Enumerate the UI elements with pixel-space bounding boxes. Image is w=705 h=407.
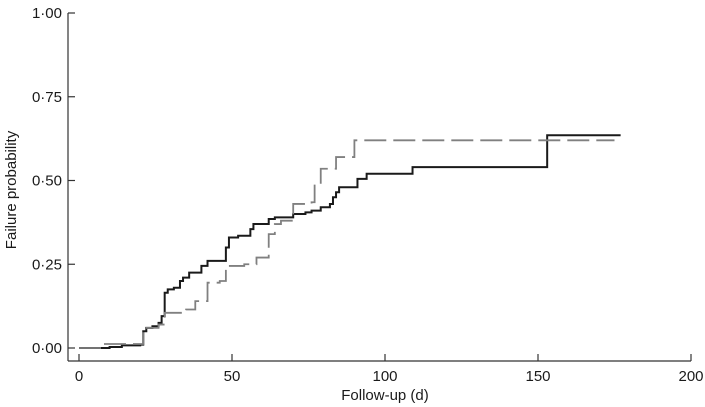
y-axis: 0·00 0·25 0·50 0·75 1·00 — [32, 5, 75, 361]
y-tick-label: 0·00 — [32, 340, 62, 357]
y-tick-label: 0·75 — [32, 89, 62, 106]
dashed-step-curve — [79, 139, 615, 349]
solid-step-curve — [79, 134, 621, 349]
x-tick-label: 0 — [75, 368, 83, 385]
y-tick-label: 1·00 — [32, 5, 62, 22]
y-axis-title: Failure probability — [3, 130, 20, 249]
x-tick-label: 150 — [525, 368, 550, 385]
x-tick-label: 100 — [372, 368, 397, 385]
x-tick-label: 200 — [678, 368, 703, 385]
y-tick-label: 0·50 — [32, 173, 62, 190]
x-tick-label: 50 — [224, 368, 241, 385]
plot-area — [79, 134, 621, 349]
x-axis-title: Follow-up (d) — [341, 387, 429, 404]
y-tick-label: 0·25 — [32, 256, 62, 273]
x-axis: 0 50 100 150 200 — [68, 354, 704, 385]
